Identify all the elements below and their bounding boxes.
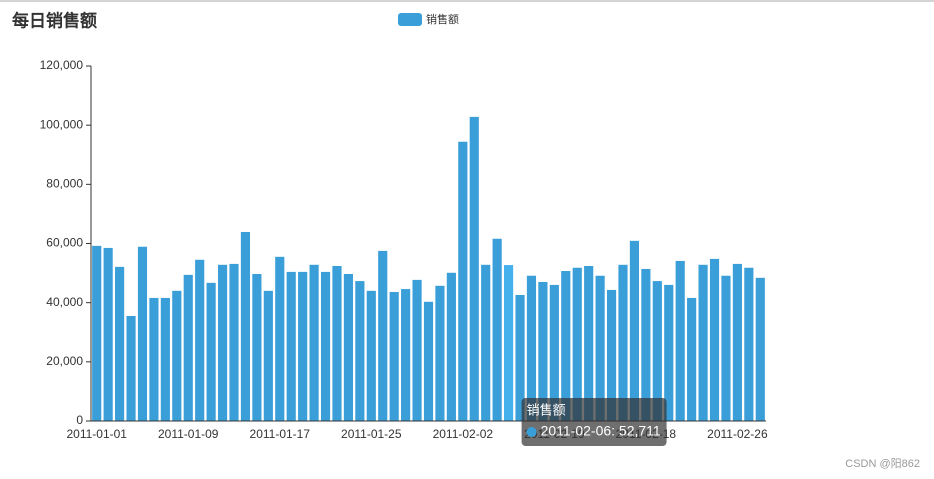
- bar: [549, 284, 559, 421]
- bar: [618, 264, 628, 421]
- bar: [698, 264, 708, 421]
- watermark: CSDN @阳862: [845, 457, 920, 470]
- bar: [378, 250, 388, 421]
- bar: [469, 116, 479, 421]
- legend-label: 销售额: [426, 12, 459, 26]
- bar: [584, 265, 594, 421]
- bar: [595, 275, 605, 421]
- bar: [389, 292, 399, 421]
- bar: [435, 285, 445, 421]
- x-tick-label: 2011-02-02: [433, 427, 494, 441]
- bar: [641, 268, 651, 421]
- tooltip-marker: [526, 427, 537, 437]
- bar: [343, 273, 353, 421]
- x-tick-label: 2011-01-09: [158, 427, 219, 441]
- y-tick-label: 80,000: [46, 177, 83, 191]
- bar: [92, 245, 102, 421]
- bar: [263, 290, 273, 421]
- bar: [401, 289, 411, 421]
- legend-swatch: [398, 13, 422, 26]
- x-tick-label: 2011-01-25: [341, 427, 402, 441]
- bar: [286, 271, 296, 421]
- bar: [423, 301, 434, 421]
- bar: [160, 297, 170, 421]
- bar: [458, 141, 468, 421]
- bar: [275, 256, 285, 421]
- tooltip-box: [521, 398, 667, 446]
- bar: [137, 246, 148, 421]
- bar: [446, 272, 456, 421]
- bar: [492, 238, 502, 421]
- bar: [206, 282, 216, 421]
- bar: [504, 265, 514, 421]
- tooltip: 销售额 2011-02-06: 52,711: [521, 398, 667, 446]
- bar: [240, 231, 251, 421]
- bar: [606, 289, 617, 421]
- bar: [217, 264, 228, 421]
- bar: [687, 297, 697, 421]
- bar: [229, 263, 239, 421]
- bar: [366, 290, 376, 421]
- y-tick-label: 100,000: [40, 117, 84, 131]
- tooltip-text: 2011-02-06: 52,711: [541, 423, 661, 439]
- bar: [572, 267, 582, 421]
- bar: [149, 297, 159, 421]
- bar: [515, 294, 525, 421]
- bar: [561, 271, 571, 421]
- y-tick-label: 40,000: [46, 295, 83, 309]
- bar: [664, 284, 674, 421]
- bar: [721, 275, 731, 421]
- bar: [126, 315, 136, 421]
- bar: [481, 264, 491, 421]
- bar: [652, 281, 662, 421]
- bar: [183, 274, 193, 421]
- y-tick-label: 60,000: [46, 236, 83, 250]
- x-tick-label: 2011-01-17: [250, 427, 311, 441]
- bar: [332, 265, 342, 421]
- bar: [755, 277, 765, 421]
- bar: [629, 240, 640, 421]
- bar: [103, 247, 113, 421]
- bar: [675, 260, 685, 421]
- x-tick-label: 2011-02-26: [707, 427, 768, 441]
- bar: [115, 266, 125, 421]
- x-tick-label: 2011-01-01: [66, 427, 127, 441]
- bar: [538, 281, 548, 421]
- bar: [744, 267, 754, 421]
- bar: [309, 264, 319, 421]
- bar: [709, 258, 720, 421]
- y-tick-label: 20,000: [46, 354, 83, 368]
- bar: [526, 275, 537, 421]
- chart-title: 每日销售额: [12, 10, 97, 30]
- bar: [355, 281, 365, 421]
- bar: [412, 279, 422, 421]
- tooltip-title: 销售额: [527, 402, 566, 417]
- bar: [320, 271, 331, 421]
- bar: [252, 273, 262, 421]
- bar: [732, 263, 742, 421]
- bar: [298, 271, 308, 421]
- y-tick-label: 0: [76, 413, 83, 427]
- bar: [195, 259, 205, 421]
- y-tick-label: 120,000: [40, 58, 84, 72]
- bar: [172, 290, 182, 421]
